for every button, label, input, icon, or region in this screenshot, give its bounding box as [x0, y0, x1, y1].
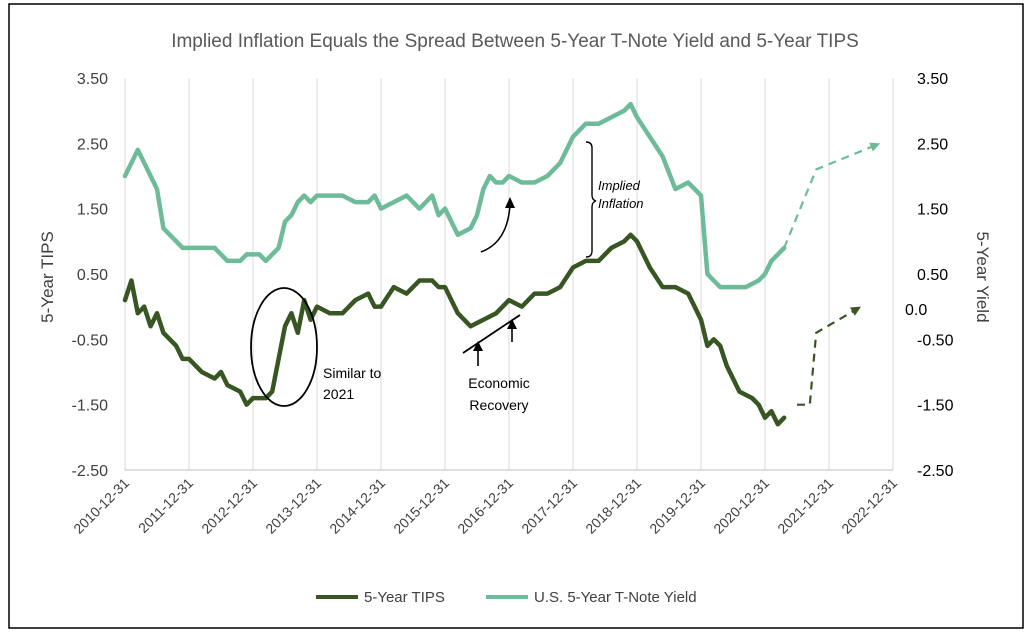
annotation-arrow-head-2 — [507, 319, 517, 329]
y-tick-left-6: -2.50 — [72, 463, 109, 480]
y-tick-right-2: 1.50 — [917, 202, 948, 219]
y-tick-left-0: 3.50 — [77, 71, 108, 88]
y-tick-left-5: -1.50 — [72, 398, 109, 415]
annotation-arrow-head-1 — [473, 341, 483, 351]
annotation-implied-line1: Implied — [598, 178, 641, 193]
series-line-tips — [122, 232, 787, 427]
legend-label-tips: 5-Year TIPS — [364, 589, 445, 606]
chart-title: Implied Inflation Equals the Spread Betw… — [171, 31, 859, 52]
y-tick-left-3: 0.50 — [77, 267, 108, 284]
annotation-ellipse — [250, 287, 318, 407]
chart-border — [8, 3, 1024, 629]
projection-line-tips-arrowhead — [850, 306, 861, 316]
y-tick-right-7: -2.50 — [917, 463, 954, 480]
projection-line-tips — [797, 305, 862, 406]
annotation-recovery-line2: Recovery — [469, 397, 528, 413]
annotation-similar-line2: 2021 — [323, 386, 354, 402]
y-tick-right-1: 2.50 — [917, 136, 948, 153]
y-tick-right-6: -1.50 — [917, 398, 954, 415]
y-axis-right-ticks: 3.50 2.50 1.50 0.50 0.0 -0.50 -1.50 -2.50 — [905, 71, 954, 480]
projection-line-tnote — [783, 142, 881, 249]
annotation-similar-line1: Similar to — [323, 365, 382, 381]
annotation-curved-arrow-head — [505, 197, 515, 208]
annotation-implied-line2: Inflation — [598, 196, 644, 211]
y-axis-left-label: 5-Year TIPS — [38, 231, 57, 323]
y-axis-right-label: 5-Year Yield — [973, 231, 992, 322]
y-tick-left-2: 1.50 — [77, 202, 108, 219]
y-tick-right-0: 3.50 — [917, 71, 948, 88]
y-tick-left-1: 2.50 — [77, 136, 108, 153]
y-tick-right-5: -0.50 — [917, 332, 954, 349]
y-tick-right-4: 0.0 — [905, 302, 927, 319]
annotation-curved-arrow — [480, 203, 511, 253]
series-line-tnote — [122, 101, 787, 290]
annotation-trend-line — [462, 314, 521, 354]
annotation-brace — [585, 141, 597, 258]
annotation-recovery-line1: Economic — [468, 375, 529, 391]
series-layer — [122, 101, 881, 427]
projection-line-tnote-arrowhead — [869, 142, 881, 152]
y-tick-left-4: -0.50 — [72, 332, 109, 349]
y-tick-right-3: 0.50 — [917, 267, 948, 284]
vertical-gridlines — [124, 78, 894, 470]
y-axis-left-ticks: 3.50 2.50 1.50 0.50 -0.50 -1.50 -2.50 — [72, 71, 109, 480]
legend-label-tnote: U.S. 5-Year T-Note Yield — [534, 589, 697, 606]
